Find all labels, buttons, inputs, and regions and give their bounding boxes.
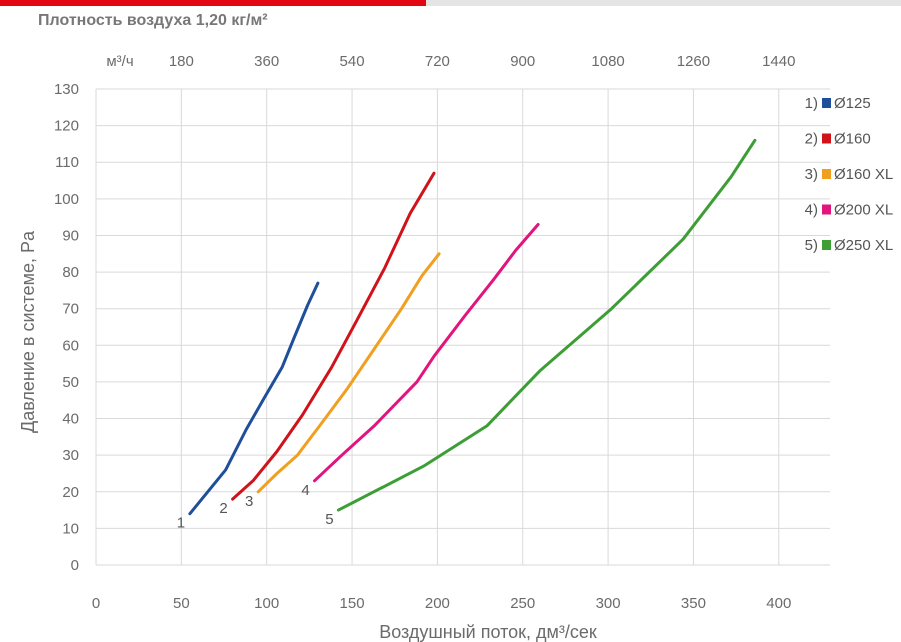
- legend-swatch: [822, 204, 831, 215]
- legend-swatch: [822, 98, 831, 108]
- top-tick-label: 1080: [591, 53, 624, 70]
- top-tick-label: 720: [425, 53, 450, 70]
- y-tick-label: 30: [62, 447, 79, 464]
- y-tick-label: 90: [62, 227, 79, 244]
- y-tick-label: 80: [62, 264, 79, 281]
- legend-series-name: Ø160 XL: [834, 166, 893, 183]
- x-tick-label: 100: [254, 595, 279, 612]
- legend-number: 4): [805, 202, 818, 219]
- x-tick-label: 150: [340, 595, 365, 612]
- top-accent-gray: [426, 0, 901, 6]
- x-tick-label: 0: [92, 595, 100, 612]
- y-tick-label: 110: [55, 154, 79, 171]
- y-tick-label: 50: [62, 374, 79, 391]
- top-accent-bar: [0, 0, 901, 6]
- series-lines: [188, 138, 757, 516]
- legend-series-name: Ø200 XL: [834, 202, 893, 219]
- y-tick-label: 130: [54, 81, 79, 98]
- x-axis-label: Воздушный поток, дм³/сек: [379, 622, 597, 642]
- curve-label-1: 1: [177, 515, 185, 532]
- x-tick-label: 250: [510, 595, 535, 612]
- series-line-1: [188, 281, 320, 516]
- series-line-2: [231, 171, 436, 501]
- y-tick-label: 40: [62, 411, 79, 428]
- top-tick-label: 1440: [762, 53, 795, 70]
- curve-label-3: 3: [245, 493, 253, 510]
- curve-labels: 1 2 3 45: [177, 482, 334, 532]
- y-axis-label: Давление в системе, Pa: [18, 230, 38, 433]
- legend-series-name: Ø250 XL: [834, 237, 893, 254]
- x-tick-label: 350: [681, 595, 706, 612]
- y-tick-label: 10: [62, 520, 79, 537]
- x-axis-ticks: 0 50 100 150 200 250 300 350 400: [92, 595, 791, 612]
- top-axis-ticks: 180 360 540 720 900 1080 1260 1440: [169, 53, 796, 70]
- legend-number: 2): [805, 131, 818, 148]
- legend-swatch: [822, 133, 831, 144]
- series-line-5: [336, 138, 757, 512]
- chart-title: Плотность воздуха 1,20 кг/м²: [38, 12, 268, 29]
- top-tick-label: 1260: [677, 53, 710, 70]
- legend-swatch: [822, 169, 831, 179]
- legend-number: 3): [805, 166, 818, 183]
- legend-number: 5): [805, 237, 818, 254]
- y-tick-label: 100: [54, 191, 79, 208]
- curve-label-2: 2: [219, 500, 227, 517]
- top-tick-label: 180: [169, 53, 194, 70]
- y-tick-label: 60: [62, 337, 79, 354]
- y-tick-label: 20: [62, 484, 79, 501]
- legend-number: 1): [805, 95, 818, 112]
- top-axis-unit: м³/ч: [106, 53, 133, 70]
- y-tick-label: 70: [62, 301, 79, 318]
- legend-series-name: Ø160: [834, 131, 871, 148]
- x-tick-label: 200: [425, 595, 450, 612]
- x-tick-label: 300: [596, 595, 621, 612]
- y-tick-label: 0: [71, 557, 79, 574]
- series-line-3: [256, 252, 441, 494]
- legend-series-name: Ø125: [834, 95, 871, 112]
- curve-label-4: 4: [301, 482, 309, 499]
- legend: 1) Ø125 2) Ø160 3) Ø160 XL 4) Ø200 XL 5) Ø250 XL: [805, 95, 894, 254]
- y-tick-label: 120: [54, 118, 79, 135]
- top-accent-red: [0, 0, 426, 6]
- grid: [95, 88, 830, 566]
- y-axis-ticks: 0 10 20 30 40 50 60 70 80 90 100 110 120 130: [54, 81, 79, 574]
- top-tick-label: 540: [340, 53, 365, 70]
- x-tick-label: 50: [173, 595, 190, 612]
- curve-label-5: 5: [325, 511, 333, 528]
- legend-swatch: [822, 240, 831, 250]
- series-line-4: [313, 223, 540, 483]
- x-tick-label: 400: [766, 595, 791, 612]
- top-tick-label: 360: [254, 53, 279, 70]
- top-tick-label: 900: [510, 53, 535, 70]
